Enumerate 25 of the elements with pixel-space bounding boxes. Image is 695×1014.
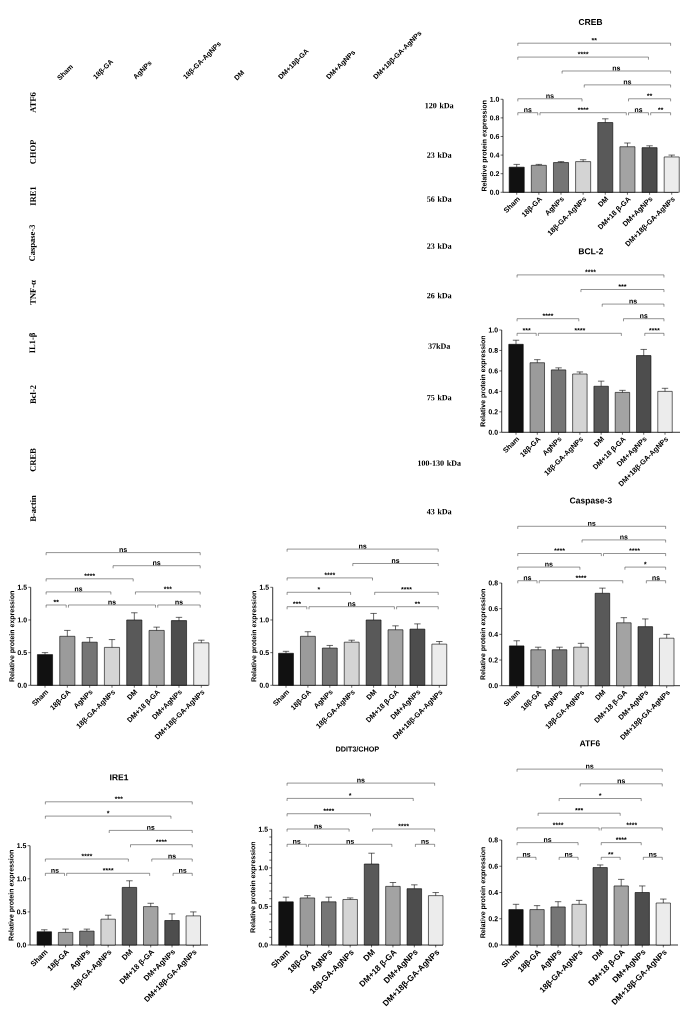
category-label: IRE1 [30, 186, 36, 206]
category-label: 56 kDa [427, 196, 452, 202]
category-label: IL1-β [29, 333, 37, 353]
category-label: 23 kDa [427, 152, 452, 158]
chart-title: IRE1 [110, 774, 129, 781]
chart-title: ATF6 [579, 740, 600, 747]
category-label: CREB [30, 448, 36, 472]
chart-title: CREB [578, 19, 603, 26]
category-label: 75 kDa [427, 394, 452, 401]
category-label: 26 kDa [427, 292, 452, 299]
chart-title: Caspase-3 [569, 497, 612, 506]
category-label: TNF-α [30, 280, 36, 305]
category-label: 120 kDa [425, 102, 454, 109]
category-label: 37kDa [428, 343, 451, 349]
x-tick-label: DM [591, 948, 604, 961]
category-label: 23 kDa [427, 243, 452, 249]
category-label: Bcl-2 [30, 385, 36, 404]
chart-title: BCL-2 [578, 248, 604, 255]
category-label: CHOP [30, 139, 36, 164]
category-label: 43 kDa [426, 508, 452, 515]
category-label: 100-130 kDa [418, 460, 461, 466]
category-label: B-actin [30, 495, 36, 522]
category-label: Caspase-3 [29, 224, 37, 261]
category-label: ATF6 [30, 92, 36, 113]
x-tick-label: DM [362, 948, 376, 962]
